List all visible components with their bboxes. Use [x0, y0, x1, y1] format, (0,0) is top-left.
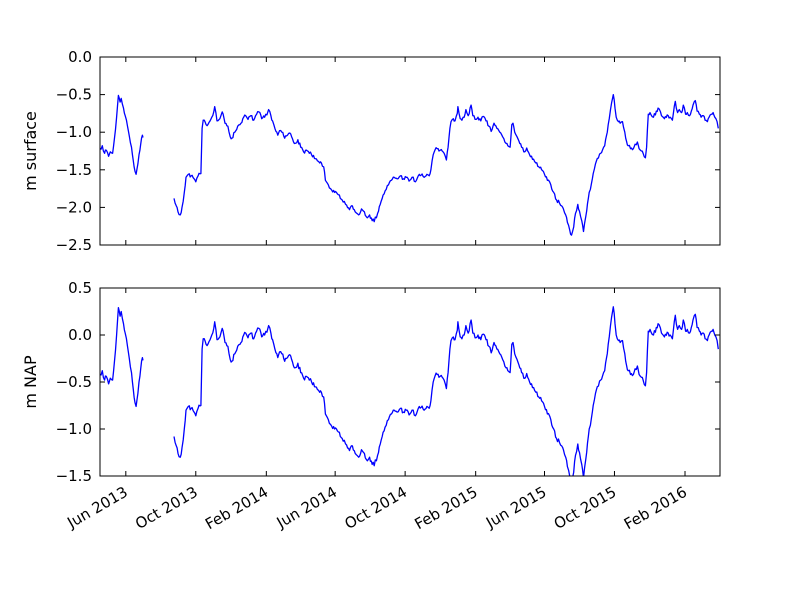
- y-tick-label: 0.0: [68, 48, 92, 66]
- axes-frame-nap: [99, 287, 721, 477]
- x-tick-label: Jun 2015: [482, 483, 549, 532]
- y-tick-label: −2.0: [56, 198, 92, 216]
- series-line-surface: [100, 93, 719, 236]
- x-tick-label: Oct 2013: [132, 483, 201, 533]
- axes-frame-surface: [99, 56, 721, 246]
- x-tick-label: Oct 2015: [551, 483, 620, 533]
- y-tick-label: 0.0: [68, 326, 92, 344]
- y-tick-label: −0.5: [56, 86, 92, 104]
- y-tick-label: 0.5: [68, 279, 92, 297]
- y-axis-label-surface: m surface: [21, 111, 40, 191]
- y-tick-label: −0.5: [56, 373, 92, 391]
- y-tick-label: −2.5: [56, 236, 92, 254]
- y-axis-label-nap: m NAP: [21, 355, 40, 409]
- x-tick-label: Feb 2016: [621, 483, 690, 533]
- y-tick-label: −1.5: [56, 467, 92, 485]
- y-tick-label: −1.0: [56, 123, 92, 141]
- x-tick-label: Jun 2014: [273, 483, 340, 532]
- x-tick-label: Jun 2013: [63, 483, 130, 532]
- y-tick-label: −1.0: [56, 420, 92, 438]
- series-line-nap: [100, 306, 719, 477]
- x-tick-label: Feb 2014: [202, 483, 271, 533]
- x-tick-label: Oct 2014: [341, 483, 410, 533]
- y-tick-label: −1.5: [56, 161, 92, 179]
- x-tick-label: Feb 2015: [411, 483, 480, 533]
